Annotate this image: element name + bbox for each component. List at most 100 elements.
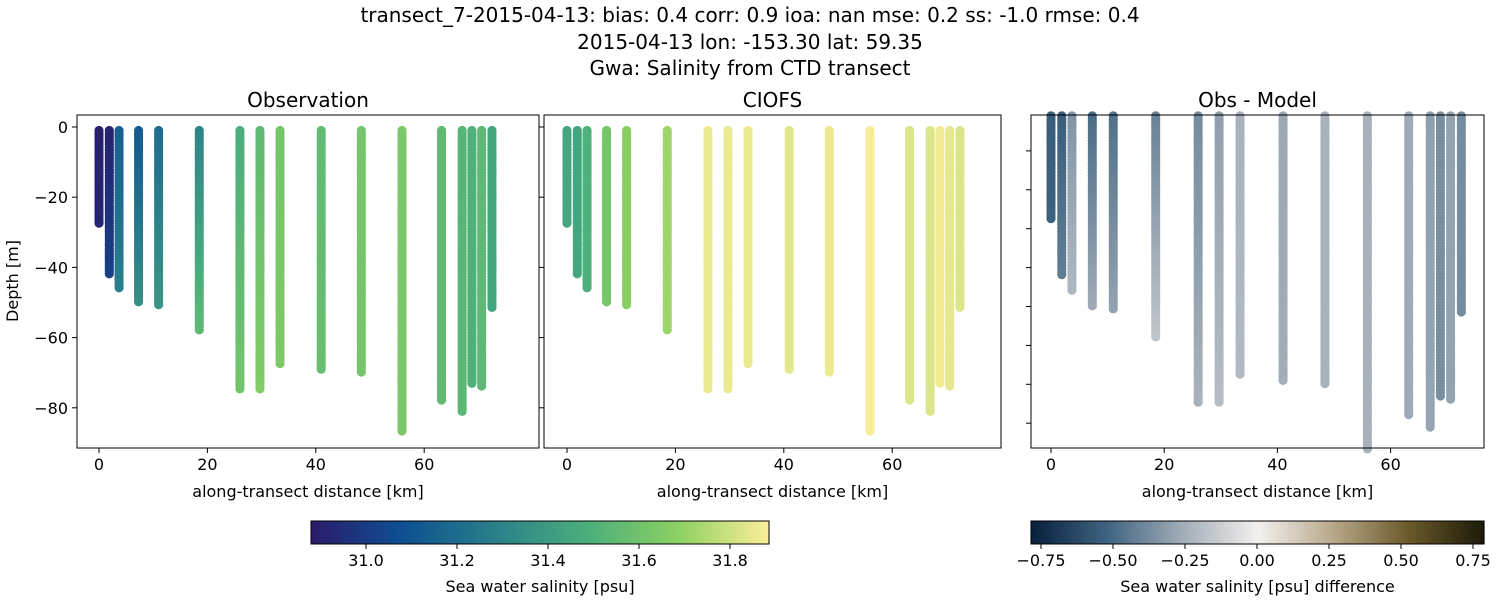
colorbar-segment (1121, 521, 1126, 544)
colorbar-segment (1453, 521, 1459, 544)
colorbar-segment (478, 521, 484, 544)
colorbar-segment (1393, 521, 1398, 544)
data-point (622, 300, 632, 310)
y-tick-label: −20 (34, 188, 68, 207)
data-point (703, 384, 713, 394)
data-point (1108, 304, 1118, 314)
data-point (1435, 391, 1446, 401)
colorbar-segment (314, 521, 320, 544)
colorbar-tick-label: 0.25 (1311, 551, 1347, 570)
colorbar-segment (505, 521, 511, 544)
colorbar-segment (1299, 521, 1304, 544)
colorbar-label: Sea water salinity [psu] (445, 577, 634, 596)
colorbar-segment (1295, 521, 1300, 544)
colorbar-segment (337, 521, 343, 544)
x-tick-label: 20 (1154, 455, 1174, 474)
colorbar-segment (692, 521, 698, 544)
colorbar-segment (1042, 521, 1047, 544)
colorbar-segment (700, 521, 705, 544)
colorbar-segment (627, 521, 633, 544)
x-tick-label: 0 (562, 455, 572, 474)
colorbar-segment (1212, 521, 1217, 544)
colorbar-segment (1110, 521, 1115, 544)
x-tick-label: 0 (94, 455, 104, 474)
colorbar-segment (1242, 521, 1247, 544)
colorbar-segment (440, 521, 446, 544)
x-tick-label: 60 (414, 455, 434, 474)
y-tick-label: −40 (34, 258, 68, 277)
colorbar-segment (490, 521, 495, 544)
colorbar-segment (421, 521, 427, 544)
colorbar-segment (1114, 521, 1119, 544)
colorbar-segment (1389, 521, 1394, 544)
colorbar-segment (1283, 521, 1289, 544)
colorbar-segment (1302, 521, 1308, 544)
colorbar-tick-label: −0.75 (1016, 551, 1065, 570)
data-point (275, 358, 285, 369)
colorbar-segment (1306, 521, 1311, 544)
colorbar-segment (1374, 521, 1379, 544)
colorbar-segment (1261, 521, 1266, 544)
colorbar-segment (1321, 521, 1327, 544)
colorbar-tick-label: 0.00 (1239, 551, 1275, 570)
colorbar-segment (742, 521, 747, 544)
colorbar-segment (662, 521, 667, 544)
colorbar-segment (669, 521, 675, 544)
colorbar-segment (532, 521, 537, 544)
colorbar-segment (1234, 521, 1240, 544)
colorbar-segment (623, 521, 629, 544)
colorbar-segment (734, 521, 740, 544)
data-point (104, 269, 114, 279)
colorbar-segment (673, 521, 678, 544)
colorbar-segment (585, 521, 591, 544)
panel-title: Obs - Model (1198, 88, 1317, 112)
colorbar-segment (1412, 521, 1417, 544)
colorbar-tick-label: 31.6 (621, 551, 657, 570)
data-point (1362, 444, 1372, 454)
colorbar-segment (414, 521, 419, 544)
colorbar-segment (425, 521, 430, 544)
colorbar-segment (536, 521, 541, 544)
colorbar-segment (597, 521, 602, 544)
colorbar-segment (578, 521, 583, 544)
colorbar-segment (410, 521, 415, 544)
colorbar-segment (1333, 521, 1338, 544)
data-point (436, 395, 447, 405)
colorbar-segment (685, 521, 690, 544)
colorbar-segment (1061, 521, 1066, 544)
colorbar-segment (486, 521, 491, 544)
x-tick-label: 40 (774, 455, 794, 474)
colorbar-segment (318, 521, 324, 544)
colorbar-segment (394, 521, 400, 544)
colorbar-segment (1280, 521, 1285, 544)
colorbar-tick-label: −0.50 (1088, 551, 1137, 570)
colorbar-segment (1174, 521, 1179, 544)
data-point (1404, 410, 1414, 420)
data-point (1320, 378, 1330, 389)
colorbar-segment (746, 521, 751, 544)
colorbar-segment (753, 521, 759, 544)
colorbar-segment (1064, 521, 1070, 544)
x-tick-label: 60 (882, 455, 902, 474)
colorbar-segment (1450, 521, 1455, 544)
data-point (784, 364, 794, 374)
colorbar-segment (612, 521, 617, 544)
colorbar-segment (459, 521, 465, 544)
colorbar-segment (1219, 521, 1225, 544)
colorbar-segment (1276, 521, 1281, 544)
panel-title: CIOFS (743, 88, 802, 112)
colorbar-segment (635, 521, 640, 544)
data-point (1235, 369, 1245, 379)
colorbar-segment (543, 521, 549, 544)
colorbar-segment (1378, 521, 1383, 544)
colorbar-segment (1178, 521, 1183, 544)
colorbar-segment (1215, 521, 1221, 544)
colorbar-segment (650, 521, 656, 544)
colorbar-tick-label: 0.75 (1455, 551, 1491, 570)
colorbar-segment (589, 521, 595, 544)
colorbar-segment (719, 521, 724, 544)
data-point (316, 364, 326, 374)
colorbar-segment (1159, 521, 1164, 544)
colorbar-segment (620, 521, 625, 544)
